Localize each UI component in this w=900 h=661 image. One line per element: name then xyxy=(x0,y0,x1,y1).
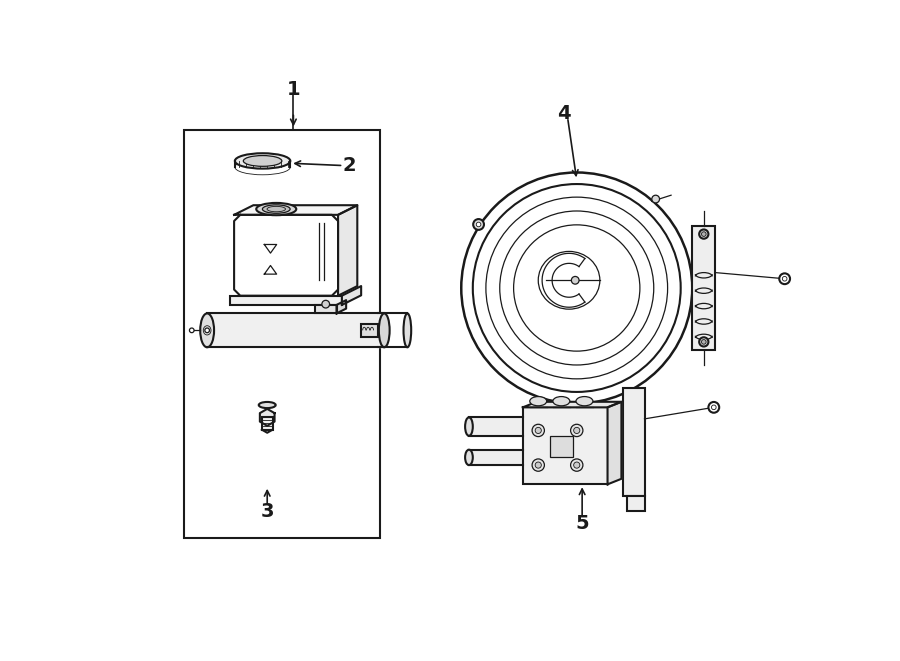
Ellipse shape xyxy=(258,402,275,408)
Ellipse shape xyxy=(235,153,291,169)
Bar xyxy=(523,407,608,485)
FancyBboxPatch shape xyxy=(230,295,342,305)
Text: 2: 2 xyxy=(343,156,356,175)
Ellipse shape xyxy=(243,155,282,167)
Circle shape xyxy=(699,229,708,239)
Ellipse shape xyxy=(263,205,290,214)
Text: 5: 5 xyxy=(575,514,589,533)
Polygon shape xyxy=(337,300,347,313)
Bar xyxy=(361,324,378,336)
Circle shape xyxy=(701,340,706,344)
Ellipse shape xyxy=(461,173,692,403)
Ellipse shape xyxy=(403,313,411,347)
Ellipse shape xyxy=(256,203,296,215)
Circle shape xyxy=(473,219,484,230)
Text: 3: 3 xyxy=(260,502,274,521)
Polygon shape xyxy=(338,205,357,295)
Bar xyxy=(315,305,337,313)
Circle shape xyxy=(532,459,544,471)
Bar xyxy=(262,417,273,430)
Text: 1: 1 xyxy=(286,80,301,99)
Circle shape xyxy=(189,328,194,332)
Circle shape xyxy=(699,337,708,346)
Ellipse shape xyxy=(200,313,214,347)
Text: 4: 4 xyxy=(557,104,571,124)
Circle shape xyxy=(782,276,787,281)
Polygon shape xyxy=(342,286,361,305)
Circle shape xyxy=(701,232,706,237)
Circle shape xyxy=(779,274,790,284)
Polygon shape xyxy=(469,449,523,465)
Ellipse shape xyxy=(465,417,472,436)
Circle shape xyxy=(652,195,660,203)
Circle shape xyxy=(536,428,541,434)
Bar xyxy=(626,496,644,512)
Circle shape xyxy=(572,276,579,284)
Circle shape xyxy=(571,459,583,471)
Circle shape xyxy=(573,462,580,468)
Circle shape xyxy=(571,424,583,437)
Circle shape xyxy=(712,405,716,410)
Bar xyxy=(550,436,573,457)
Ellipse shape xyxy=(379,313,390,347)
Circle shape xyxy=(532,424,544,437)
Ellipse shape xyxy=(465,449,472,465)
Circle shape xyxy=(708,402,719,412)
Circle shape xyxy=(205,328,210,332)
Ellipse shape xyxy=(530,397,546,406)
Polygon shape xyxy=(523,402,621,407)
Polygon shape xyxy=(207,313,384,347)
Polygon shape xyxy=(260,409,274,426)
Circle shape xyxy=(476,222,481,227)
Circle shape xyxy=(573,428,580,434)
Polygon shape xyxy=(469,417,523,436)
Bar xyxy=(692,226,716,350)
Polygon shape xyxy=(608,402,621,485)
Ellipse shape xyxy=(576,397,593,406)
Bar xyxy=(184,130,381,538)
Polygon shape xyxy=(234,205,357,215)
Bar xyxy=(623,388,644,496)
Circle shape xyxy=(536,462,541,468)
Ellipse shape xyxy=(553,397,570,406)
Circle shape xyxy=(322,300,329,308)
